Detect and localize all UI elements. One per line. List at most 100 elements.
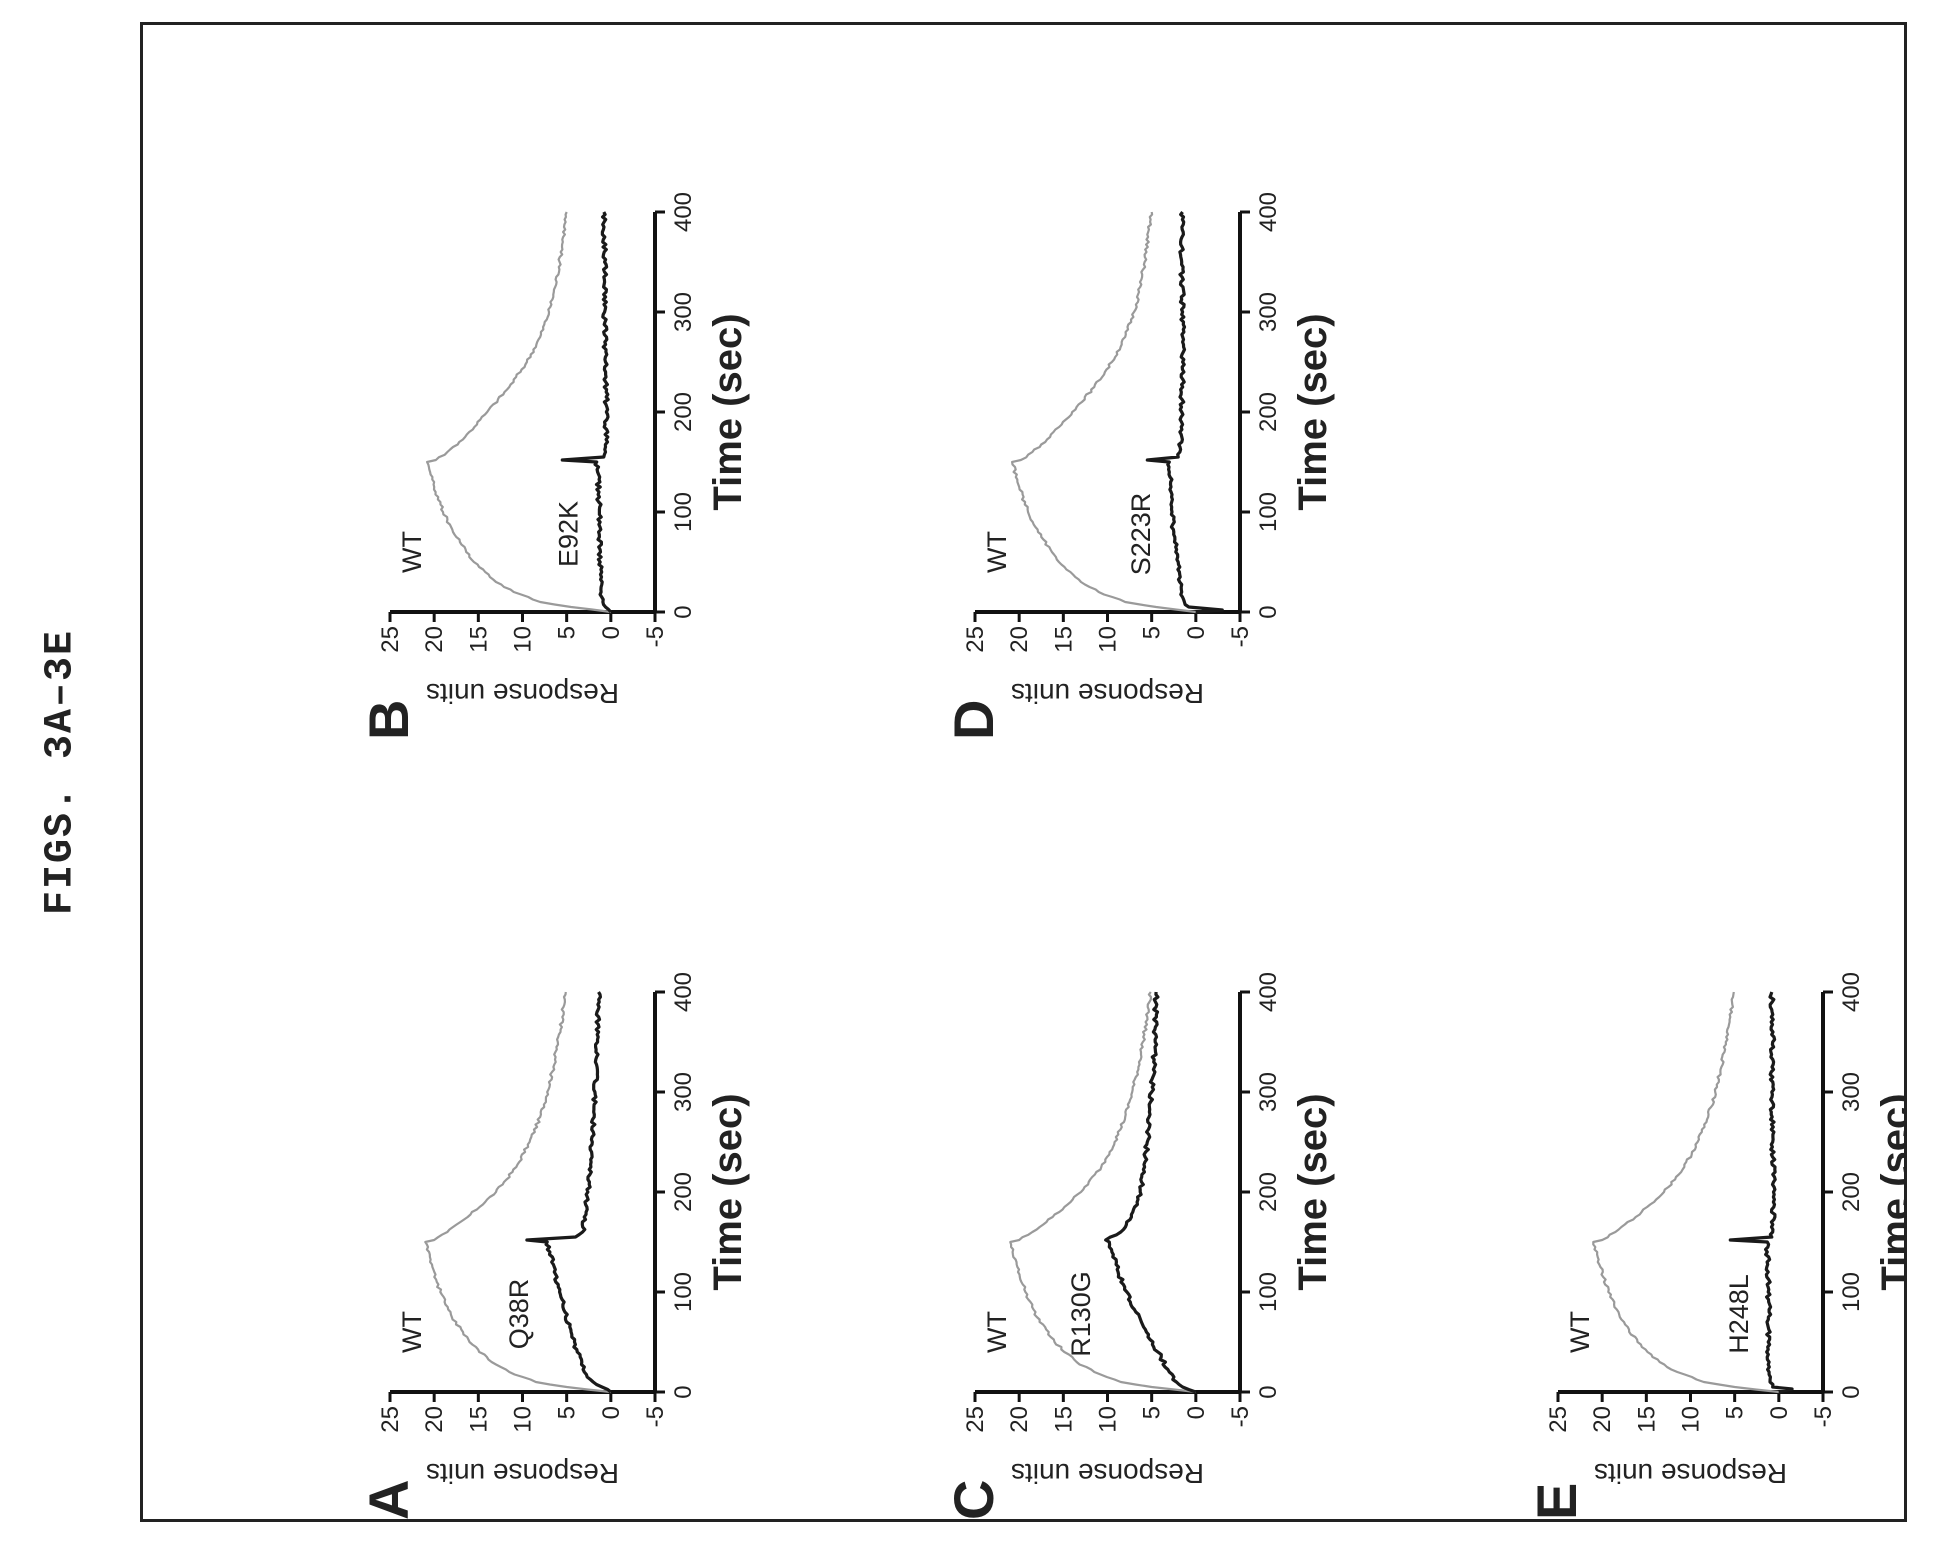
y-tick-label: -5 bbox=[642, 1406, 669, 1427]
wt-series-label: WT bbox=[1565, 1311, 1595, 1353]
y-tick-label: 25 bbox=[962, 1406, 989, 1433]
x-tick-label: 200 bbox=[1255, 1172, 1282, 1212]
x-tick-label: 400 bbox=[1255, 192, 1282, 232]
y-tick-label: 20 bbox=[421, 1406, 448, 1433]
y-tick-label: 25 bbox=[377, 1406, 404, 1433]
y-tick-label: 10 bbox=[510, 1406, 537, 1433]
mutant-series-label: H248L bbox=[1724, 1274, 1754, 1354]
y-tick-label: 20 bbox=[421, 626, 448, 653]
y-tick-label: 10 bbox=[1095, 1406, 1122, 1433]
x-tick-label: 100 bbox=[1255, 1272, 1282, 1312]
y-tick-label: 0 bbox=[598, 1406, 625, 1419]
x-tick-label: 400 bbox=[670, 192, 697, 232]
plot-area: -5 0 5 10 15 20 25 0 100 200 300 400 Time (sec) Respo… bbox=[140, 22, 1907, 1522]
x-tick-label: 100 bbox=[670, 492, 697, 532]
y-tick-label: 15 bbox=[1633, 1406, 1660, 1433]
x-tick-label: 300 bbox=[1838, 1072, 1865, 1112]
x-tick-label: 400 bbox=[1255, 972, 1282, 1012]
x-axis-title: Time (sec) bbox=[706, 313, 750, 510]
y-tick-label: -5 bbox=[642, 626, 669, 647]
x-tick-label: 100 bbox=[1838, 1272, 1865, 1312]
panel-letter: E bbox=[1525, 1483, 1588, 1520]
y-tick-label: 5 bbox=[554, 626, 581, 639]
y-axis-title: Response units bbox=[426, 1458, 619, 1489]
x-tick-label: 200 bbox=[670, 392, 697, 432]
mutant-series-line bbox=[560, 211, 613, 614]
y-tick-label: 20 bbox=[1006, 626, 1033, 653]
x-tick-label: 100 bbox=[670, 1272, 697, 1312]
x-tick-label: 200 bbox=[1255, 392, 1282, 432]
x-tick-label: 0 bbox=[1255, 605, 1282, 618]
y-tick-label: 5 bbox=[1139, 1406, 1166, 1419]
x-axis-title: Time (sec) bbox=[1291, 313, 1335, 510]
y-tick-label: 20 bbox=[1006, 1406, 1033, 1433]
x-tick-label: 300 bbox=[670, 292, 697, 332]
wt-series-line bbox=[426, 211, 611, 614]
panel-letter: B bbox=[357, 700, 420, 740]
wt-series-line bbox=[424, 991, 611, 1394]
y-tick-label: -5 bbox=[1227, 626, 1254, 647]
wt-series-label: WT bbox=[397, 1311, 427, 1353]
mutant-series-line bbox=[1728, 991, 1794, 1394]
y-axis-title: Response units bbox=[1011, 1458, 1204, 1489]
y-tick-label: 5 bbox=[1139, 626, 1166, 639]
y-tick-label: 25 bbox=[377, 626, 404, 653]
panel-letter: C bbox=[942, 1480, 1005, 1520]
mutant-series-line bbox=[1104, 991, 1197, 1394]
wt-series-line bbox=[1009, 991, 1196, 1394]
y-tick-label: -5 bbox=[1227, 1406, 1254, 1427]
wt-series-line bbox=[1011, 211, 1196, 614]
mutant-series-label: E92K bbox=[553, 501, 583, 567]
y-tick-label: 15 bbox=[1050, 626, 1077, 653]
x-tick-label: 0 bbox=[670, 1385, 697, 1398]
x-tick-label: 0 bbox=[1255, 1385, 1282, 1398]
x-tick-label: 100 bbox=[1255, 492, 1282, 532]
y-tick-label: 15 bbox=[465, 626, 492, 653]
y-tick-label: 10 bbox=[1095, 626, 1122, 653]
mutant-series-line bbox=[1145, 211, 1224, 614]
y-axis-title: Response units bbox=[1594, 1458, 1787, 1489]
y-tick-label: 10 bbox=[1678, 1406, 1705, 1433]
y-tick-label: 0 bbox=[1766, 1406, 1793, 1419]
y-tick-label: 15 bbox=[465, 1406, 492, 1433]
wt-series-label: WT bbox=[982, 531, 1012, 573]
x-tick-label: 200 bbox=[670, 1172, 697, 1212]
wt-series-label: WT bbox=[397, 531, 427, 573]
panel-letter: A bbox=[357, 1480, 420, 1520]
x-tick-label: 300 bbox=[1255, 1072, 1282, 1112]
mutant-series-line bbox=[525, 991, 612, 1394]
y-tick-label: 25 bbox=[1545, 1406, 1572, 1433]
y-axis-title: Response units bbox=[426, 678, 619, 709]
y-tick-label: 20 bbox=[1589, 1406, 1616, 1433]
mutant-series-label: S223R bbox=[1126, 493, 1156, 576]
x-axis-title: Time (sec) bbox=[706, 1093, 750, 1290]
figure-title: FIGS. 3A–3E bbox=[38, 628, 84, 916]
y-tick-label: 0 bbox=[1183, 626, 1210, 639]
y-tick-label: 10 bbox=[510, 626, 537, 653]
wt-series-label: WT bbox=[982, 1311, 1012, 1353]
y-tick-label: 25 bbox=[962, 626, 989, 653]
wt-series-line bbox=[1592, 991, 1779, 1394]
panel-letter: D bbox=[942, 700, 1005, 740]
y-tick-label: 5 bbox=[554, 1406, 581, 1419]
x-axis-title: Time (sec) bbox=[1291, 1093, 1335, 1290]
y-tick-label: 0 bbox=[1183, 1406, 1210, 1419]
y-axis-title: Response units bbox=[1011, 678, 1204, 709]
mutant-series-label: Q38R bbox=[504, 1279, 534, 1350]
y-tick-label: 0 bbox=[598, 626, 625, 639]
x-tick-label: 200 bbox=[1838, 1172, 1865, 1212]
mutant-series-label: R130G bbox=[1066, 1271, 1096, 1357]
x-axis-title: Time (sec) bbox=[1874, 1093, 1907, 1290]
x-tick-label: 300 bbox=[1255, 292, 1282, 332]
rotated-charts: -5 0 5 10 15 20 25 0 100 200 300 400 Time (sec) Respo… bbox=[280, 22, 1907, 1522]
x-tick-label: 400 bbox=[670, 972, 697, 1012]
x-tick-label: 400 bbox=[1838, 972, 1865, 1012]
x-tick-label: 0 bbox=[670, 605, 697, 618]
